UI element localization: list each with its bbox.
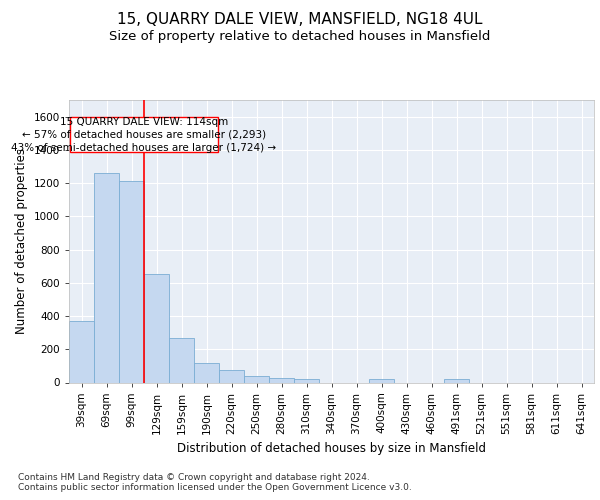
Bar xyxy=(269,378,294,382)
Text: 15 QUARRY DALE VIEW: 114sqm
← 57% of detached houses are smaller (2,293)
43% of : 15 QUARRY DALE VIEW: 114sqm ← 57% of det… xyxy=(11,116,277,153)
Text: 15, QUARRY DALE VIEW, MANSFIELD, NG18 4UL: 15, QUARRY DALE VIEW, MANSFIELD, NG18 4U… xyxy=(117,12,483,28)
Bar xyxy=(369,379,394,382)
Bar xyxy=(444,379,469,382)
Bar xyxy=(119,182,144,382)
Y-axis label: Number of detached properties: Number of detached properties xyxy=(15,148,28,334)
Bar xyxy=(194,362,219,382)
FancyBboxPatch shape xyxy=(70,118,218,152)
Bar xyxy=(169,338,194,382)
Bar xyxy=(94,173,119,382)
Bar xyxy=(144,274,169,382)
Text: Contains HM Land Registry data © Crown copyright and database right 2024.
Contai: Contains HM Land Registry data © Crown c… xyxy=(18,472,412,492)
Bar xyxy=(294,379,319,382)
Bar xyxy=(69,321,94,382)
Bar xyxy=(244,376,269,382)
Text: Size of property relative to detached houses in Mansfield: Size of property relative to detached ho… xyxy=(109,30,491,43)
Bar xyxy=(219,370,244,382)
X-axis label: Distribution of detached houses by size in Mansfield: Distribution of detached houses by size … xyxy=(177,442,486,455)
